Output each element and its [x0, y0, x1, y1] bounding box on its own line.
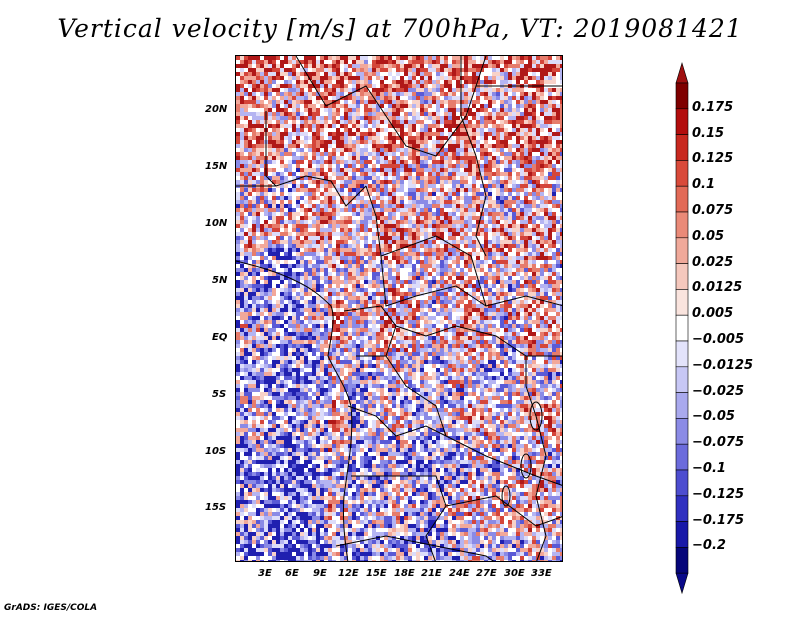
- colorbar-label: 0.175: [692, 99, 734, 115]
- colorbar-box: [675, 418, 689, 445]
- colorbar-box: [675, 108, 689, 135]
- country-border: [335, 535, 495, 561]
- lon-label: 9E: [313, 568, 327, 579]
- lat-label: 20N: [205, 104, 228, 115]
- colorbar-box: [675, 289, 689, 316]
- lake-outline: [501, 485, 511, 507]
- colorbar-label: 0.15: [692, 125, 725, 141]
- colorbar-label: 0.1: [692, 177, 716, 193]
- colorbar-label: −0.005: [692, 332, 745, 347]
- colorbar-label: −0.025: [692, 383, 745, 399]
- colorbar-box: [675, 392, 689, 419]
- colorbar-box: [675, 366, 689, 393]
- colorbar-box: [675, 443, 689, 471]
- colorbar-box: [675, 160, 689, 187]
- country-border: [236, 260, 353, 561]
- map-title: Vertical velocity [m/s] at 700hPa, VT: 2…: [57, 14, 743, 43]
- colorbar-label: 0.125: [692, 151, 734, 167]
- lat-label: EQ: [212, 332, 228, 343]
- country-border: [236, 175, 367, 207]
- colorbar-label: 0.05: [692, 228, 725, 244]
- colorbar-box: [675, 263, 689, 290]
- country-border: [265, 111, 277, 187]
- lon-label: 12E: [338, 568, 359, 579]
- country-border: [395, 325, 562, 357]
- colorbar-label: −0.05: [692, 409, 735, 425]
- country-border: [460, 56, 487, 257]
- country-border: [365, 185, 562, 307]
- colorbar-box: [675, 185, 689, 213]
- colorbar-box: [675, 495, 689, 522]
- lat-label: 15S: [205, 502, 227, 513]
- colorbar-label: −0.2: [692, 538, 726, 554]
- country-border: [380, 235, 487, 307]
- colorbar-label: −0.175: [692, 512, 745, 528]
- colorbar-label: 0.005: [692, 306, 734, 322]
- lat-label: 15N: [205, 161, 228, 172]
- colorbar-box: [675, 211, 689, 239]
- lake-outline: [529, 401, 543, 431]
- country-border: [445, 495, 562, 527]
- colorbar-label: 0.0125: [692, 280, 743, 296]
- colorbar-box: [675, 82, 689, 110]
- colorbar-top-arrow: [675, 61, 689, 84]
- colorbar-box: [675, 521, 689, 548]
- lon-label: 27E: [476, 568, 497, 579]
- lat-label: 10N: [205, 218, 228, 229]
- lon-label: 18E: [394, 568, 415, 579]
- lon-label: 33E: [531, 568, 552, 579]
- colorbar-label: −0.075: [692, 435, 745, 451]
- lon-label: 15E: [366, 568, 387, 579]
- vertical-velocity-field: [236, 56, 562, 561]
- lat-label: 5N: [212, 275, 228, 286]
- lat-label: 5S: [212, 389, 227, 400]
- colorbar-label: 0.025: [692, 254, 734, 270]
- country-border: [295, 56, 487, 157]
- colorbar-box: [675, 134, 689, 161]
- colorbar-label: −0.125: [692, 486, 745, 502]
- country-border: [351, 475, 447, 561]
- country-border: [525, 356, 547, 561]
- colorbar-label: −0.1: [692, 461, 726, 476]
- lon-label: 24E: [449, 568, 470, 579]
- lon-label: 21E: [421, 568, 442, 579]
- colorbar-box: [675, 237, 689, 264]
- colorbar-box: [675, 469, 689, 497]
- lon-label: 30E: [504, 568, 525, 579]
- lon-label: 3E: [258, 568, 272, 579]
- country-border: [347, 405, 447, 437]
- lon-label: 6E: [285, 568, 299, 579]
- colorbar-box: [675, 340, 689, 368]
- grads-credit: GrADS: IGES/COLA: [4, 603, 98, 613]
- colorbar-bottom-arrow: [675, 572, 689, 595]
- colorbar-label: 0.075: [692, 203, 734, 218]
- lat-label: 10S: [205, 446, 227, 457]
- colorbar-box: [675, 314, 689, 342]
- map-plot-area[interactable]: [235, 55, 563, 562]
- colorbar-label: −0.0125: [692, 357, 754, 373]
- colorbar-box: [675, 547, 689, 574]
- lake-outline: [520, 453, 532, 479]
